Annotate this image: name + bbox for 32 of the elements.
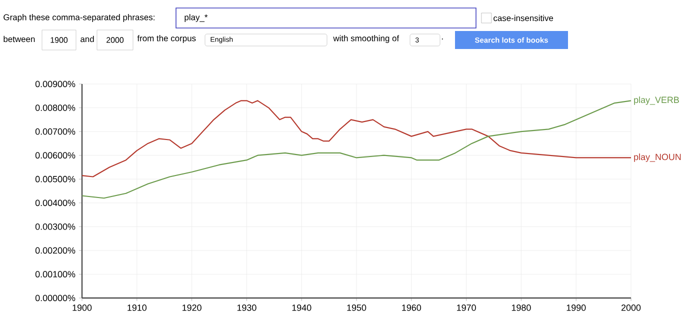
x-tick-label: 1940 <box>292 304 312 311</box>
x-tick-label: 1950 <box>347 304 366 311</box>
x-tick-label: 1970 <box>457 304 476 311</box>
y-tick-label: 0.00000% <box>35 294 76 302</box>
x-tick-label: 2000 <box>621 304 641 311</box>
x-tick-label: 1960 <box>402 304 422 311</box>
x-tick-label: 1930 <box>237 304 256 311</box>
x-tick-label: 1910 <box>128 304 147 311</box>
x-tick-label: 1990 <box>566 304 586 311</box>
y-tick-label: 0.00400% <box>35 200 76 206</box>
text: between <box>4 36 35 42</box>
y-tick-label: 0.00700% <box>35 128 76 135</box>
y-tick-label: 0.00500% <box>35 176 76 182</box>
y-tick-label: 0.00200% <box>35 247 76 254</box>
y-tick-label: 0.00800% <box>35 104 76 111</box>
text: from the corpus <box>137 35 196 43</box>
series-label: play_NOUN <box>634 154 681 162</box>
series-label: play_VERB <box>634 96 679 105</box>
x-tick-label: 1900 <box>72 304 92 311</box>
line-series <box>81 100 632 199</box>
text: with smoothing of <box>333 35 400 43</box>
text: and <box>80 36 94 42</box>
y-tick-label: 0.00100% <box>35 271 76 278</box>
text: play_* <box>184 14 208 22</box>
text: Graph these comma-separated phrases: <box>4 14 154 22</box>
y-tick-label: 0.00300% <box>35 223 76 230</box>
x-tick-label: 1920 <box>182 304 202 311</box>
y-tick-label: 0.00600% <box>35 152 76 159</box>
y-tick-label: 0.00900% <box>35 80 76 88</box>
text: . <box>442 38 443 40</box>
x-tick-label: 1980 <box>512 304 531 311</box>
text: case-insensitive <box>494 14 554 22</box>
